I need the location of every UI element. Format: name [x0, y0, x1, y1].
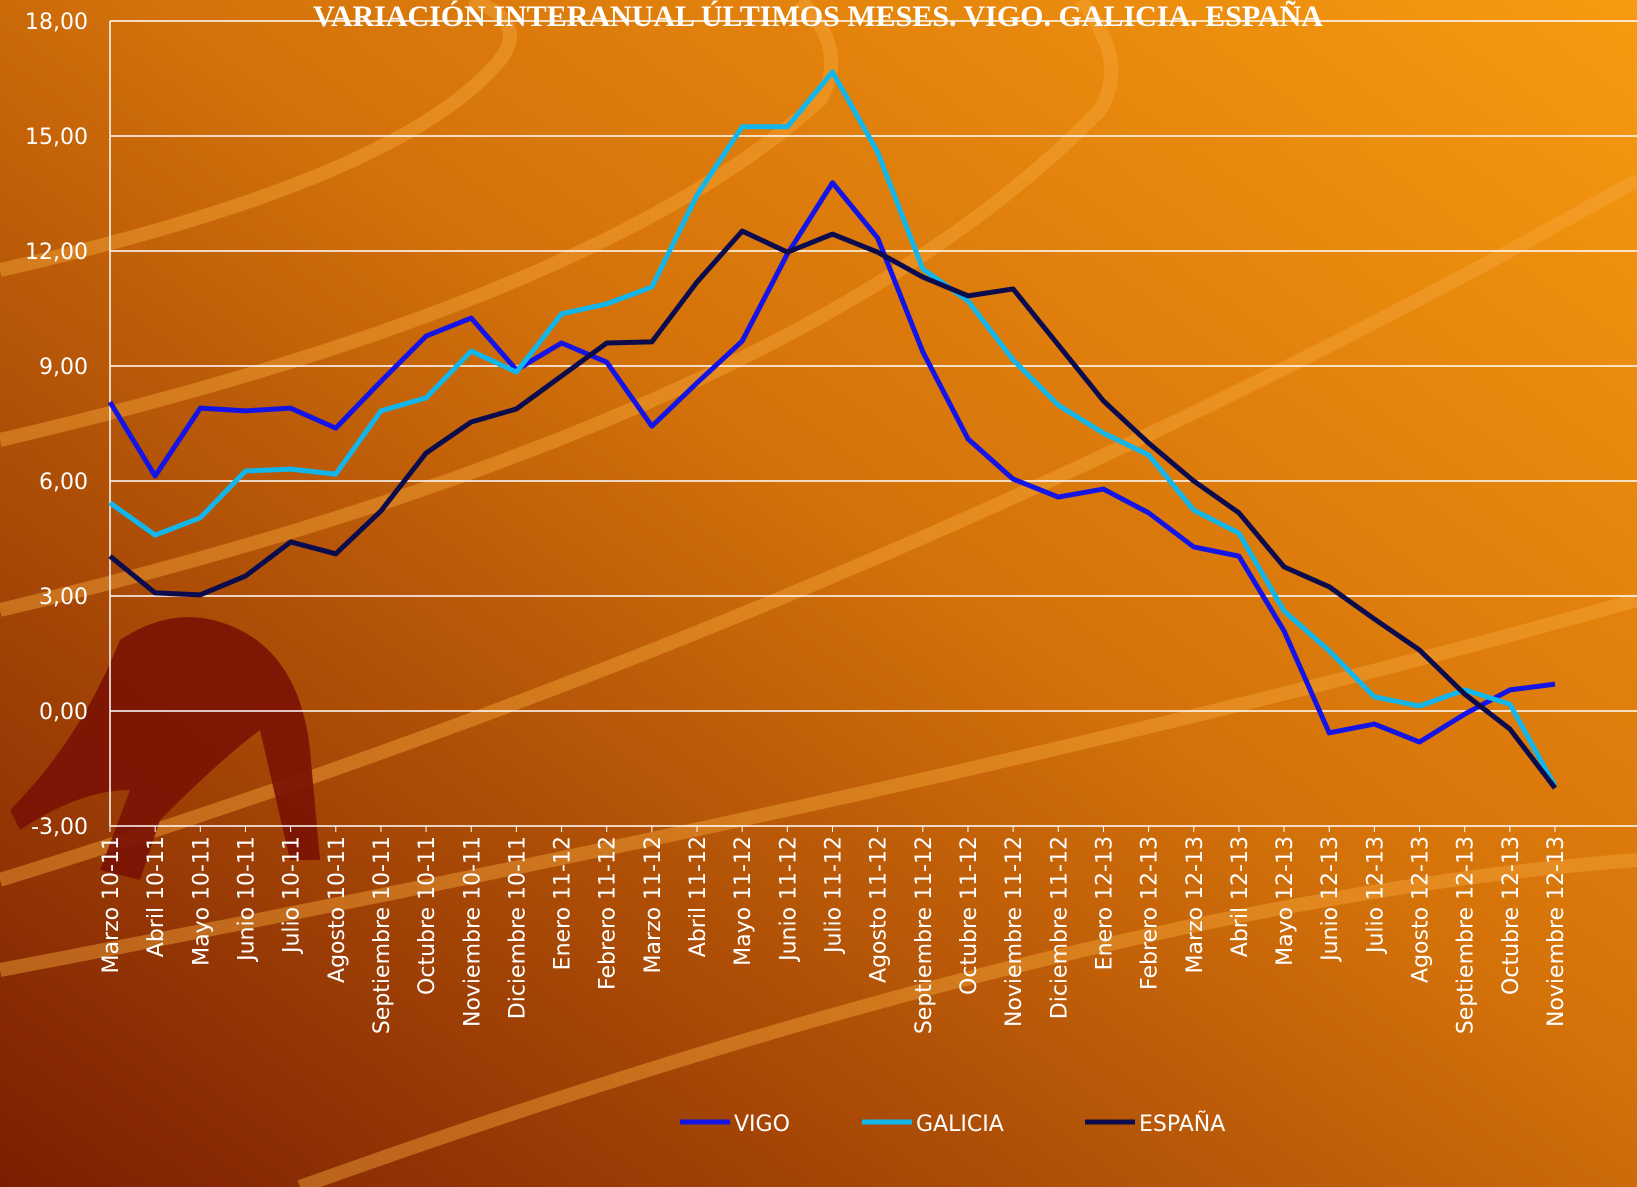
x-tick-label: Octubre 12-13 — [1499, 836, 1524, 995]
chart: VARIACIÓN INTERANUAL ÚLTIMOS MESES. VIGO… — [0, 0, 1637, 1187]
y-tick-label: -3,00 — [31, 815, 88, 840]
y-tick-label: 18,00 — [25, 10, 88, 35]
x-tick-label: Abril 10-11 — [144, 836, 169, 957]
x-tick-label: Septiembre 12-13 — [1454, 836, 1479, 1034]
x-tick-label: Diciembre 11-12 — [1047, 836, 1072, 1019]
x-tick-label: Marzo 12-13 — [1183, 836, 1208, 973]
x-tick-label: Agosto 10-11 — [325, 836, 350, 983]
x-tick-label: Marzo 10-11 — [99, 836, 124, 973]
y-tick-label: 6,00 — [39, 470, 88, 495]
x-tick-label: Enero 11-12 — [551, 836, 576, 970]
x-tick-label: Noviembre 10-11 — [460, 836, 485, 1027]
x-tick-label: Julio 12-13 — [1363, 836, 1388, 955]
x-tick-label: Septiembre 11-12 — [912, 836, 937, 1034]
x-tick-label: Abril 11-12 — [686, 836, 711, 957]
legend-label: ESPAÑA — [1139, 1110, 1225, 1137]
x-tick-label: Mayo 12-13 — [1273, 836, 1298, 966]
x-tick-label: Septiembre 10-11 — [370, 836, 395, 1034]
x-tick-label: Mayo 10-11 — [189, 836, 214, 966]
x-tick-label: Octubre 11-12 — [957, 836, 982, 995]
background — [0, 0, 1637, 1187]
x-tick-label: Noviembre 12-13 — [1544, 836, 1569, 1027]
x-tick-label: Mayo 11-12 — [731, 836, 756, 966]
x-tick-label: Junio 11-12 — [776, 836, 801, 963]
x-tick-label: Marzo 11-12 — [641, 836, 666, 973]
x-tick-label: Febrero 12-13 — [1138, 836, 1163, 990]
y-tick-label: 9,00 — [39, 355, 88, 380]
x-tick-label: Enero 12-13 — [1092, 836, 1117, 970]
x-tick-label: Febrero 11-12 — [596, 836, 621, 990]
y-tick-label: 0,00 — [39, 700, 88, 725]
x-tick-label: Abril 12-13 — [1228, 836, 1253, 957]
y-tick-label: 15,00 — [25, 125, 88, 150]
x-tick-label: Octubre 10-11 — [415, 836, 440, 995]
x-tick-label: Junio 10-11 — [234, 836, 259, 963]
x-tick-label: Noviembre 11-12 — [1002, 836, 1027, 1027]
x-tick-label: Agosto 11-12 — [867, 836, 892, 983]
x-tick-label: Julio 11-12 — [822, 836, 847, 955]
x-tick-label: Diciembre 10-11 — [505, 836, 530, 1019]
x-tick-label: Julio 10-11 — [280, 836, 305, 955]
chart-title: VARIACIÓN INTERANUAL ÚLTIMOS MESES. VIGO… — [313, 0, 1323, 33]
x-tick-label: Agosto 12-13 — [1409, 836, 1434, 983]
x-tick-label: Junio 12-13 — [1318, 836, 1343, 963]
legend-label: GALICIA — [916, 1112, 1004, 1137]
y-tick-label: 12,00 — [25, 240, 88, 265]
y-tick-label: 3,00 — [39, 585, 88, 610]
legend-label: VIGO — [734, 1112, 790, 1137]
